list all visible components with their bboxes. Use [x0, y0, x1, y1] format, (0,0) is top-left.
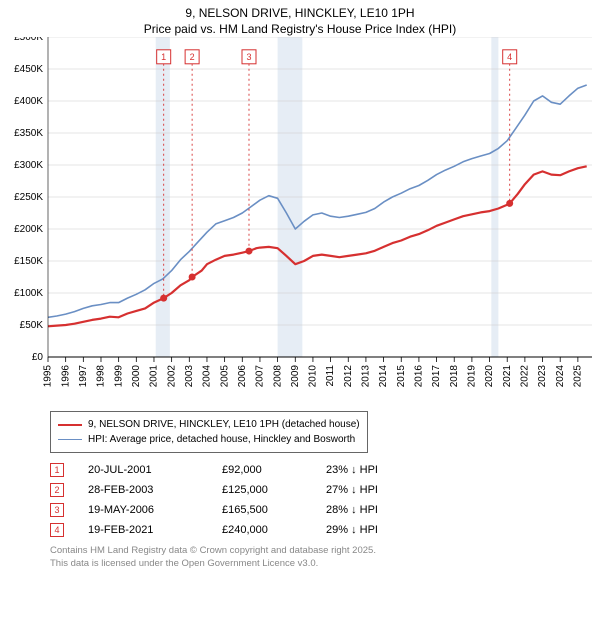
marker-number-box: 1: [50, 463, 64, 477]
title-subtitle: Price paid vs. HM Land Registry's House …: [0, 22, 600, 38]
footer-line: Contains HM Land Registry data © Crown c…: [50, 545, 600, 558]
marker-number-box: 2: [50, 483, 64, 497]
legend-swatch: [58, 424, 82, 426]
svg-text:2020: 2020: [484, 365, 495, 388]
svg-text:1996: 1996: [60, 365, 71, 388]
marker-date: 20-JUL-2001: [88, 464, 198, 476]
svg-text:2001: 2001: [149, 365, 160, 388]
svg-text:2022: 2022: [520, 365, 531, 388]
svg-text:£400K: £400K: [14, 96, 43, 107]
svg-text:2014: 2014: [378, 365, 389, 388]
marker-price: £240,000: [222, 524, 302, 536]
svg-text:2004: 2004: [202, 365, 213, 388]
marker-pct: 28% ↓ HPI: [326, 504, 406, 516]
svg-text:£200K: £200K: [14, 224, 43, 235]
svg-text:2000: 2000: [131, 365, 142, 388]
svg-text:2017: 2017: [431, 365, 442, 388]
marker-price: £92,000: [222, 464, 302, 476]
marker-date: 19-MAY-2006: [88, 504, 198, 516]
footer-line: This data is licensed under the Open Gov…: [50, 558, 600, 571]
svg-text:2012: 2012: [343, 365, 354, 388]
svg-text:4: 4: [507, 52, 512, 62]
svg-text:£450K: £450K: [14, 64, 43, 75]
svg-text:2002: 2002: [166, 365, 177, 388]
marker-pct: 29% ↓ HPI: [326, 524, 406, 536]
table-row: 3 19-MAY-2006 £165,500 28% ↓ HPI: [50, 503, 600, 517]
svg-text:3: 3: [246, 52, 251, 62]
svg-text:2009: 2009: [290, 365, 301, 388]
svg-text:£500K: £500K: [14, 37, 43, 43]
legend: 9, NELSON DRIVE, HINCKLEY, LE10 1PH (det…: [50, 411, 368, 453]
svg-text:2025: 2025: [573, 365, 584, 388]
table-row: 2 28-FEB-2003 £125,000 27% ↓ HPI: [50, 483, 600, 497]
chart-area: £0 £50K £100K £150K £200K £250K £300K £350K £400…: [0, 37, 600, 407]
legend-item: 9, NELSON DRIVE, HINCKLEY, LE10 1PH (det…: [58, 417, 360, 432]
svg-text:£350K: £350K: [14, 128, 43, 139]
legend-label: HPI: Average price, detached house, Hinc…: [88, 432, 355, 447]
svg-text:2006: 2006: [237, 365, 248, 388]
footer: Contains HM Land Registry data © Crown c…: [50, 545, 600, 571]
marker-price: £165,500: [222, 504, 302, 516]
table-row: 4 19-FEB-2021 £240,000 29% ↓ HPI: [50, 523, 600, 537]
svg-text:1: 1: [161, 52, 166, 62]
marker-pct: 23% ↓ HPI: [326, 464, 406, 476]
svg-text:£50K: £50K: [20, 320, 44, 331]
svg-text:£300K: £300K: [14, 160, 43, 171]
marker-number-box: 3: [50, 503, 64, 517]
svg-text:£150K: £150K: [14, 256, 43, 267]
marker-date: 28-FEB-2003: [88, 484, 198, 496]
svg-text:1998: 1998: [96, 365, 107, 388]
svg-text:2003: 2003: [184, 365, 195, 388]
marker-pct: 27% ↓ HPI: [326, 484, 406, 496]
table-row: 1 20-JUL-2001 £92,000 23% ↓ HPI: [50, 463, 600, 477]
svg-text:2011: 2011: [325, 365, 336, 387]
legend-item: HPI: Average price, detached house, Hinc…: [58, 432, 360, 447]
svg-text:2015: 2015: [396, 365, 407, 388]
svg-text:1997: 1997: [78, 365, 89, 388]
svg-text:2021: 2021: [502, 365, 513, 388]
svg-text:2016: 2016: [414, 365, 425, 388]
title-block: 9, NELSON DRIVE, HINCKLEY, LE10 1PH Pric…: [0, 0, 600, 37]
svg-text:2019: 2019: [467, 365, 478, 388]
svg-text:2: 2: [190, 52, 195, 62]
svg-text:2005: 2005: [219, 365, 230, 388]
svg-text:2013: 2013: [361, 365, 372, 388]
svg-text:2023: 2023: [537, 365, 548, 388]
svg-text:2018: 2018: [449, 365, 460, 388]
legend-swatch: [58, 439, 82, 440]
marker-date: 19-FEB-2021: [88, 524, 198, 536]
legend-label: 9, NELSON DRIVE, HINCKLEY, LE10 1PH (det…: [88, 417, 360, 432]
svg-text:2007: 2007: [255, 365, 266, 388]
svg-text:£0: £0: [32, 352, 44, 363]
title-address: 9, NELSON DRIVE, HINCKLEY, LE10 1PH: [0, 6, 600, 22]
chart-svg: £0 £50K £100K £150K £200K £250K £300K £350K £400…: [0, 37, 600, 407]
svg-text:1999: 1999: [113, 365, 124, 388]
svg-text:1995: 1995: [43, 365, 54, 388]
svg-text:2010: 2010: [308, 365, 319, 388]
svg-text:£100K: £100K: [14, 288, 43, 299]
marker-price: £125,000: [222, 484, 302, 496]
marker-table: 1 20-JUL-2001 £92,000 23% ↓ HPI 2 28-FEB…: [50, 463, 600, 537]
marker-number-box: 4: [50, 523, 64, 537]
svg-text:£250K: £250K: [14, 192, 43, 203]
svg-text:2024: 2024: [555, 365, 566, 388]
svg-text:2008: 2008: [272, 365, 283, 388]
